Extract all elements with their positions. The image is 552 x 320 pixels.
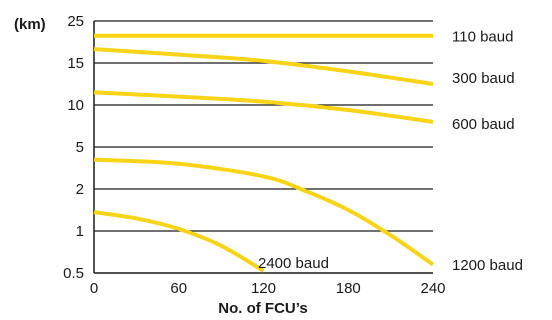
y-tick-label: 5	[76, 139, 84, 156]
y-axis-title: (km)	[14, 16, 46, 33]
x-tick-label: 240	[420, 280, 445, 297]
series-label-110-baud: 110 baud	[452, 29, 513, 46]
x-tick-label: 0	[90, 280, 98, 297]
series-label-300-baud: 300 baud	[452, 70, 515, 87]
y-tick-label: 1	[76, 223, 84, 240]
y-tick-label: 2	[76, 181, 84, 198]
series-label-1200-baud: 1200 baud	[452, 257, 523, 274]
y-tick-label: 15	[67, 55, 84, 72]
series-line-2400-baud	[93, 210, 265, 273]
series-line-1200-baud	[93, 157, 435, 267]
x-tick-label: 180	[336, 280, 361, 297]
x-tick-label: 120	[251, 280, 276, 297]
series-line-300-baud	[93, 47, 434, 86]
x-axis-title: No. of FCU’s	[218, 300, 307, 317]
x-tick-label: 60	[170, 280, 187, 297]
series-labels: 110 baud 300 baud 600 baud 1200 baud 2400 ba…	[258, 29, 523, 274]
series-label-2400-baud: 2400 baud	[258, 255, 329, 272]
series-line-600-baud	[93, 90, 434, 124]
series-lines	[93, 33, 435, 273]
series-label-600-baud: 600 baud	[452, 116, 515, 133]
y-tick-label: 25	[67, 13, 84, 30]
y-tick-label: 10	[67, 97, 84, 114]
grid-lines	[94, 20, 433, 232]
y-tick-label: 0.5	[63, 265, 84, 282]
x-tick-labels: 0 60 120 180 240	[90, 280, 446, 297]
axes	[93, 21, 433, 274]
